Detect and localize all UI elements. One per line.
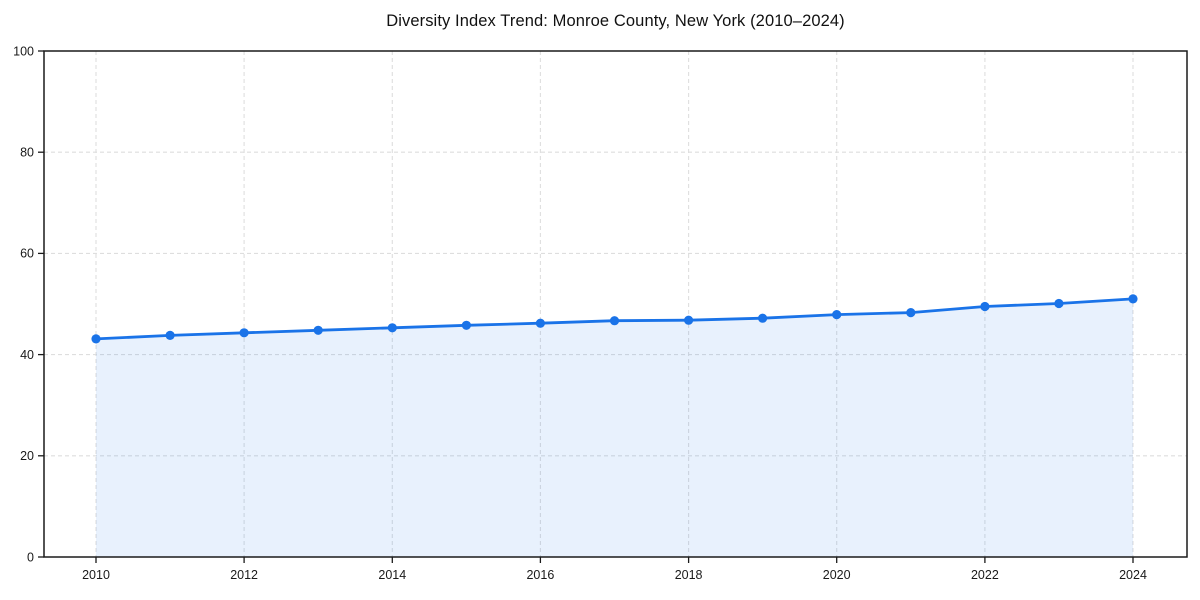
data-point	[387, 323, 397, 333]
plot-frame	[43, 50, 1188, 558]
data-point	[313, 325, 323, 335]
y-tick-label: 20	[20, 449, 34, 463]
data-point	[239, 328, 249, 338]
data-point	[980, 301, 990, 312]
data-point	[832, 310, 842, 320]
y-tick-label: 100	[13, 44, 34, 58]
y-tick-label: 40	[20, 348, 34, 362]
x-tick-label: 2014	[378, 568, 406, 582]
x-tick-label: 2020	[823, 568, 851, 582]
data-point	[609, 316, 620, 326]
data-point	[1128, 294, 1138, 304]
x-tick-label: 2018	[675, 568, 703, 582]
series-markers	[91, 294, 1138, 344]
chart-title: Diversity Index Trend: Monroe County, Ne…	[386, 12, 845, 30]
data-point	[165, 330, 175, 340]
data-point	[906, 308, 916, 318]
y-tick-label: 60	[20, 247, 34, 261]
data-point	[1054, 298, 1064, 309]
y-axis: 0 20 40 60 80 100	[13, 44, 44, 564]
x-axis: 2010 2012 2014 2016 2018 2020 2022 2024	[82, 557, 1147, 582]
data-point	[461, 320, 471, 330]
y-tick-label: 0	[27, 550, 34, 564]
x-tick-label: 2016	[526, 568, 554, 582]
data-point	[684, 315, 694, 325]
data-point	[758, 313, 768, 323]
data-point	[91, 334, 101, 344]
y-tick-label: 80	[20, 146, 34, 160]
x-tick-label: 2010	[82, 568, 110, 582]
x-tick-label: 2012	[230, 568, 258, 582]
x-tick-label: 2022	[971, 568, 999, 582]
series-area	[96, 298, 1133, 557]
data-point	[535, 318, 546, 328]
x-tick-label: 2024	[1119, 568, 1147, 582]
